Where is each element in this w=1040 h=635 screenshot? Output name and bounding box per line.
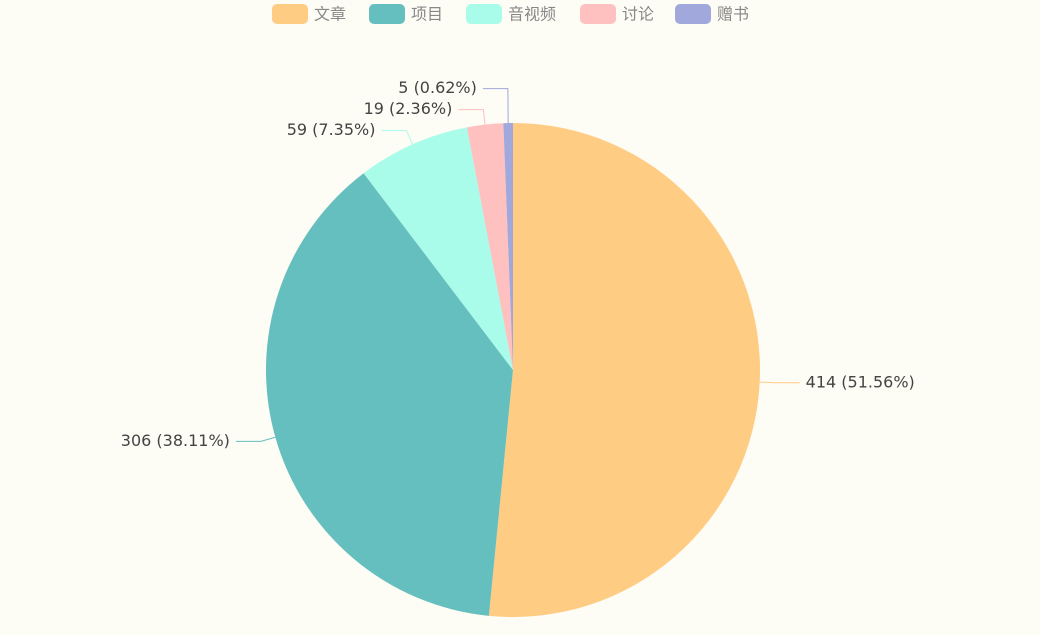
leader-line xyxy=(759,381,800,384)
leader-line xyxy=(482,88,509,124)
legend-label[interactable]: 音视频 xyxy=(508,5,556,24)
pie-slice xyxy=(488,123,760,618)
legend-label[interactable]: 项目 xyxy=(411,5,443,24)
legend-swatch[interactable] xyxy=(675,4,711,24)
data-label: 19 (2.36%) xyxy=(364,99,453,118)
legend-swatch[interactable] xyxy=(272,4,308,24)
pie-slice xyxy=(466,123,513,370)
data-label: 414 (51.56%) xyxy=(806,372,915,391)
legend-swatch[interactable] xyxy=(369,4,405,24)
legend-swatch[interactable] xyxy=(466,4,502,24)
pie-slice xyxy=(265,173,513,616)
pie-slice xyxy=(503,123,513,370)
leader-line xyxy=(381,130,414,145)
legend-swatch[interactable] xyxy=(580,4,616,24)
data-label: 306 (38.11%) xyxy=(121,431,230,450)
legend-label[interactable]: 讨论 xyxy=(622,5,654,24)
data-label: 5 (0.62%) xyxy=(398,78,477,97)
leader-line xyxy=(235,436,276,442)
legend-label[interactable]: 赠书 xyxy=(717,5,749,24)
pie-slice xyxy=(363,127,513,370)
data-label: 59 (7.35%) xyxy=(287,120,376,139)
legend-label[interactable]: 文章 xyxy=(314,5,346,24)
leader-line xyxy=(458,109,486,125)
